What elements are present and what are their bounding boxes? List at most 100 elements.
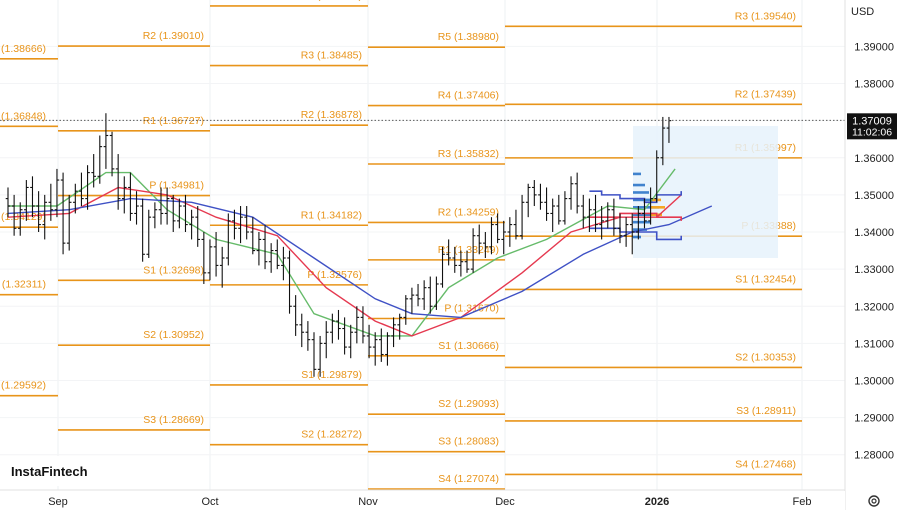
ohlc-bar [256, 232, 262, 266]
profile-step-line [589, 190, 682, 204]
pivot-label: S2 (1.30952) [143, 329, 204, 341]
ohlc-bar [54, 168, 60, 218]
ohlc-bar [483, 232, 488, 258]
ohlc-bar [348, 324, 354, 359]
ohlc-bar [544, 187, 549, 221]
price-tick-label: 1.34000 [854, 227, 894, 239]
ohlc-bar [164, 187, 170, 225]
ohlc-bar [311, 332, 317, 377]
ohlc-bar [85, 165, 90, 210]
ohlc-bar [532, 180, 537, 207]
pivot-label: R3 (1.39540) [735, 10, 796, 22]
ohlc-bar [415, 283, 421, 307]
ohlc-bar [654, 150, 660, 203]
ohlc-bar [250, 217, 256, 255]
profile-bar [633, 198, 653, 202]
ohlc-bar [458, 250, 464, 277]
ohlc-bar [476, 224, 482, 255]
ohlc-bar [287, 250, 292, 314]
ohlc-bar [648, 187, 653, 225]
time-tick-label: 2026 [645, 496, 669, 508]
ohlc-bar [636, 206, 641, 240]
profile-bar [633, 235, 641, 239]
ohlc-bar [293, 295, 298, 336]
ohlc-bar [642, 198, 647, 229]
price-axis-panel [845, 0, 900, 510]
time-tick-label: Dec [495, 496, 515, 508]
ohlc-bar [226, 213, 231, 266]
ohlc-bar [342, 317, 347, 355]
currency-label[interactable]: USD [851, 6, 874, 18]
ohlc-bar [421, 280, 427, 310]
ohlc-bar [574, 172, 580, 214]
price-tick-label: 1.29000 [854, 413, 894, 425]
ohlc-bar [409, 287, 415, 314]
ohlc-bar [238, 206, 243, 244]
ohlc-bar [580, 194, 586, 229]
ohlc-bar [195, 206, 201, 247]
pivot-label: R5 (1.38980) [438, 31, 499, 43]
ohlc-bar [109, 131, 115, 177]
moving-average-line [7, 186, 682, 337]
price-tag-value: 1.37009 [852, 115, 892, 127]
ohlc-bar [140, 198, 145, 262]
price-bars [5, 113, 672, 377]
ohlc-bar [158, 187, 164, 225]
ohlc-bar [434, 276, 439, 310]
ohlc-bar [379, 328, 384, 362]
ohlc-bar [66, 194, 72, 251]
ohlc-bar [299, 313, 305, 348]
ohlc-bar [24, 180, 29, 221]
ohlc-bar [73, 183, 78, 214]
ohlc-bar [452, 246, 458, 273]
moving-average-line [8, 168, 676, 337]
pivot-label: S2 (1.30353) [735, 351, 796, 363]
ohlc-bar [60, 172, 66, 255]
ohlc-bar [562, 191, 568, 225]
ohlc-bar [587, 198, 592, 233]
ohlc-bar [281, 246, 286, 281]
ohlc-bar [593, 194, 598, 233]
price-tick-label: 1.32000 [854, 301, 894, 313]
price-tick-label: 1.30000 [854, 375, 894, 387]
brand-logo-text: InstaFintech [11, 464, 88, 479]
time-tick-label: Oct [201, 496, 218, 508]
pivot-label: S4 (1.27074) [438, 473, 499, 485]
pivot-label: S1 (1.32698) [143, 264, 204, 276]
profile-bar [633, 183, 645, 187]
ohlc-bar [617, 213, 623, 244]
pivot-label: R1 (1.36727) [143, 115, 204, 127]
pivot-label: R3 (1.38485) [301, 50, 362, 62]
ohlc-bar [103, 113, 109, 169]
pivot-label: S4 (1.27468) [735, 458, 796, 470]
ohlc-bar [446, 239, 451, 266]
pivot-label: (1.36848) [1, 110, 46, 122]
ohlc-bar [360, 306, 366, 344]
ohlc-bar [79, 172, 84, 207]
ohlc-bar [599, 206, 604, 240]
ohlc-bar [317, 335, 323, 377]
ohlc-bar [177, 198, 182, 229]
ohlc-bar [232, 209, 237, 240]
price-tick-label: 1.35000 [854, 190, 894, 202]
ohlc-bar [274, 239, 280, 270]
ohlc-bar [170, 194, 176, 233]
price-tag: 1.37009 11:02:06 [847, 113, 897, 140]
ohlc-bar [152, 202, 158, 229]
price-tick-label: 1.39000 [854, 41, 894, 53]
pivot-label: S3 (1.28083) [438, 436, 499, 448]
ohlc-bar [48, 183, 54, 221]
pivot-label: S1 (1.30666) [438, 340, 499, 352]
ohlc-bar [513, 209, 519, 240]
gear-icon[interactable] [868, 495, 880, 507]
pivot-label: R4 (1.40091) [301, 0, 362, 2]
pivot-label: R2 (1.37439) [735, 88, 796, 100]
price-tick-label: 1.28000 [854, 450, 894, 462]
ohlc-bar [525, 183, 531, 218]
pivot-label: S3 (1.28911) [736, 405, 796, 417]
ohlc-bar [244, 206, 249, 240]
ohlc-bar [629, 213, 635, 255]
price-tick-label: 1.31000 [854, 338, 894, 350]
time-tick-label: Feb [793, 496, 812, 508]
